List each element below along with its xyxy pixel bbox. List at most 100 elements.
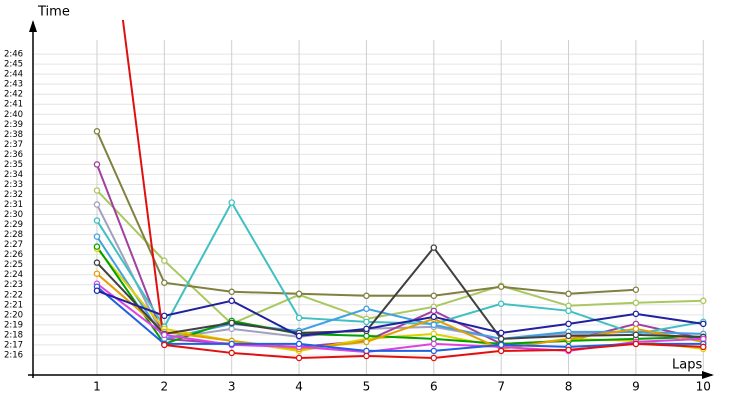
point <box>565 332 572 340</box>
y-tick-label: 2:40 <box>4 110 23 120</box>
y-tick-label: 2:18 <box>4 330 23 340</box>
y-tick-label: 2:16 <box>4 350 23 360</box>
series-line <box>96 289 704 337</box>
y-tick-label: 2:20 <box>4 310 23 320</box>
point <box>295 314 303 322</box>
point <box>430 313 438 321</box>
point <box>565 290 572 298</box>
x-tick-label: 5 <box>363 380 371 394</box>
point <box>363 318 370 326</box>
point <box>430 347 438 355</box>
y-tick-label: 2:45 <box>4 60 23 70</box>
y-tick-label: 2:23 <box>4 280 23 290</box>
point <box>161 257 168 264</box>
point <box>497 347 505 355</box>
series-line <box>96 200 704 335</box>
series-line <box>96 189 704 326</box>
point <box>93 161 101 168</box>
point <box>430 307 438 315</box>
point <box>430 340 438 348</box>
y-tick-label: 2:44 <box>4 70 23 80</box>
series-line <box>121 20 704 359</box>
point <box>632 325 640 333</box>
y-tick-label: 2:19 <box>4 320 23 330</box>
point <box>93 187 101 194</box>
point <box>161 312 168 320</box>
point <box>632 340 640 348</box>
point <box>430 321 438 329</box>
point <box>161 341 168 349</box>
point <box>228 349 235 357</box>
x-tick-label: 7 <box>497 380 505 394</box>
x-tick-label: 10 <box>696 380 711 394</box>
point <box>700 320 707 328</box>
point <box>295 290 303 298</box>
point <box>228 297 235 305</box>
x-tick-label: 8 <box>565 380 573 394</box>
y-tick-label: 2:43 <box>4 80 23 90</box>
point <box>497 300 505 308</box>
y-tick-label: 2:29 <box>4 220 23 230</box>
x-tick-label: 4 <box>295 380 303 394</box>
y-tick-label: 2:24 <box>4 270 23 280</box>
y-tick-label: 2:35 <box>4 160 23 170</box>
point <box>632 331 640 339</box>
y-arrow <box>29 20 37 32</box>
x-tick-label: 9 <box>632 380 640 394</box>
y-tick-label: 2:32 <box>4 190 23 200</box>
axes: Time Laps 2:162:172:182:192:202:212:222:… <box>4 5 714 394</box>
y-tick-label: 2:39 <box>4 120 23 130</box>
point <box>363 325 370 333</box>
point <box>93 243 101 250</box>
y-tick-label: 2:31 <box>4 200 23 210</box>
point <box>363 305 370 313</box>
point <box>295 332 303 340</box>
point <box>700 297 707 305</box>
y-tick-label: 2:26 <box>4 250 23 260</box>
point <box>497 329 505 337</box>
y-tick-label: 2:38 <box>4 130 23 140</box>
y-tick-label: 2:41 <box>4 100 23 110</box>
x-axis-label: Laps <box>672 358 702 373</box>
series-line <box>96 272 704 350</box>
point <box>700 343 707 351</box>
y-tick-label: 2:17 <box>4 340 23 350</box>
x-tick-label: 2 <box>161 380 169 394</box>
point <box>430 244 438 251</box>
point <box>93 270 101 277</box>
point <box>93 287 101 295</box>
point <box>497 283 505 290</box>
point <box>228 319 235 327</box>
y-tick-label: 2:34 <box>4 170 23 180</box>
point <box>430 354 438 362</box>
point <box>565 346 572 354</box>
point <box>632 286 640 294</box>
point <box>93 128 101 135</box>
point <box>295 354 303 362</box>
x-arrow <box>702 371 714 379</box>
point <box>363 352 370 360</box>
y-tick-label: 2:36 <box>4 150 23 160</box>
series-line <box>96 285 704 352</box>
point <box>497 335 505 343</box>
point <box>632 299 640 307</box>
point <box>565 320 572 328</box>
plot <box>93 20 707 362</box>
point <box>161 331 168 339</box>
point <box>430 292 438 300</box>
point <box>93 259 101 266</box>
point <box>161 279 168 286</box>
point <box>497 341 505 349</box>
series-line <box>96 246 704 340</box>
point <box>363 338 370 346</box>
point <box>93 201 101 208</box>
point <box>93 217 101 224</box>
point <box>228 199 235 206</box>
x-tick-label: 3 <box>228 380 236 394</box>
y-tick-label: 2:28 <box>4 230 23 240</box>
point <box>565 307 572 315</box>
y-axis-label: Time <box>37 5 70 20</box>
y-tick-label: 2:27 <box>4 240 23 250</box>
point <box>228 340 235 348</box>
